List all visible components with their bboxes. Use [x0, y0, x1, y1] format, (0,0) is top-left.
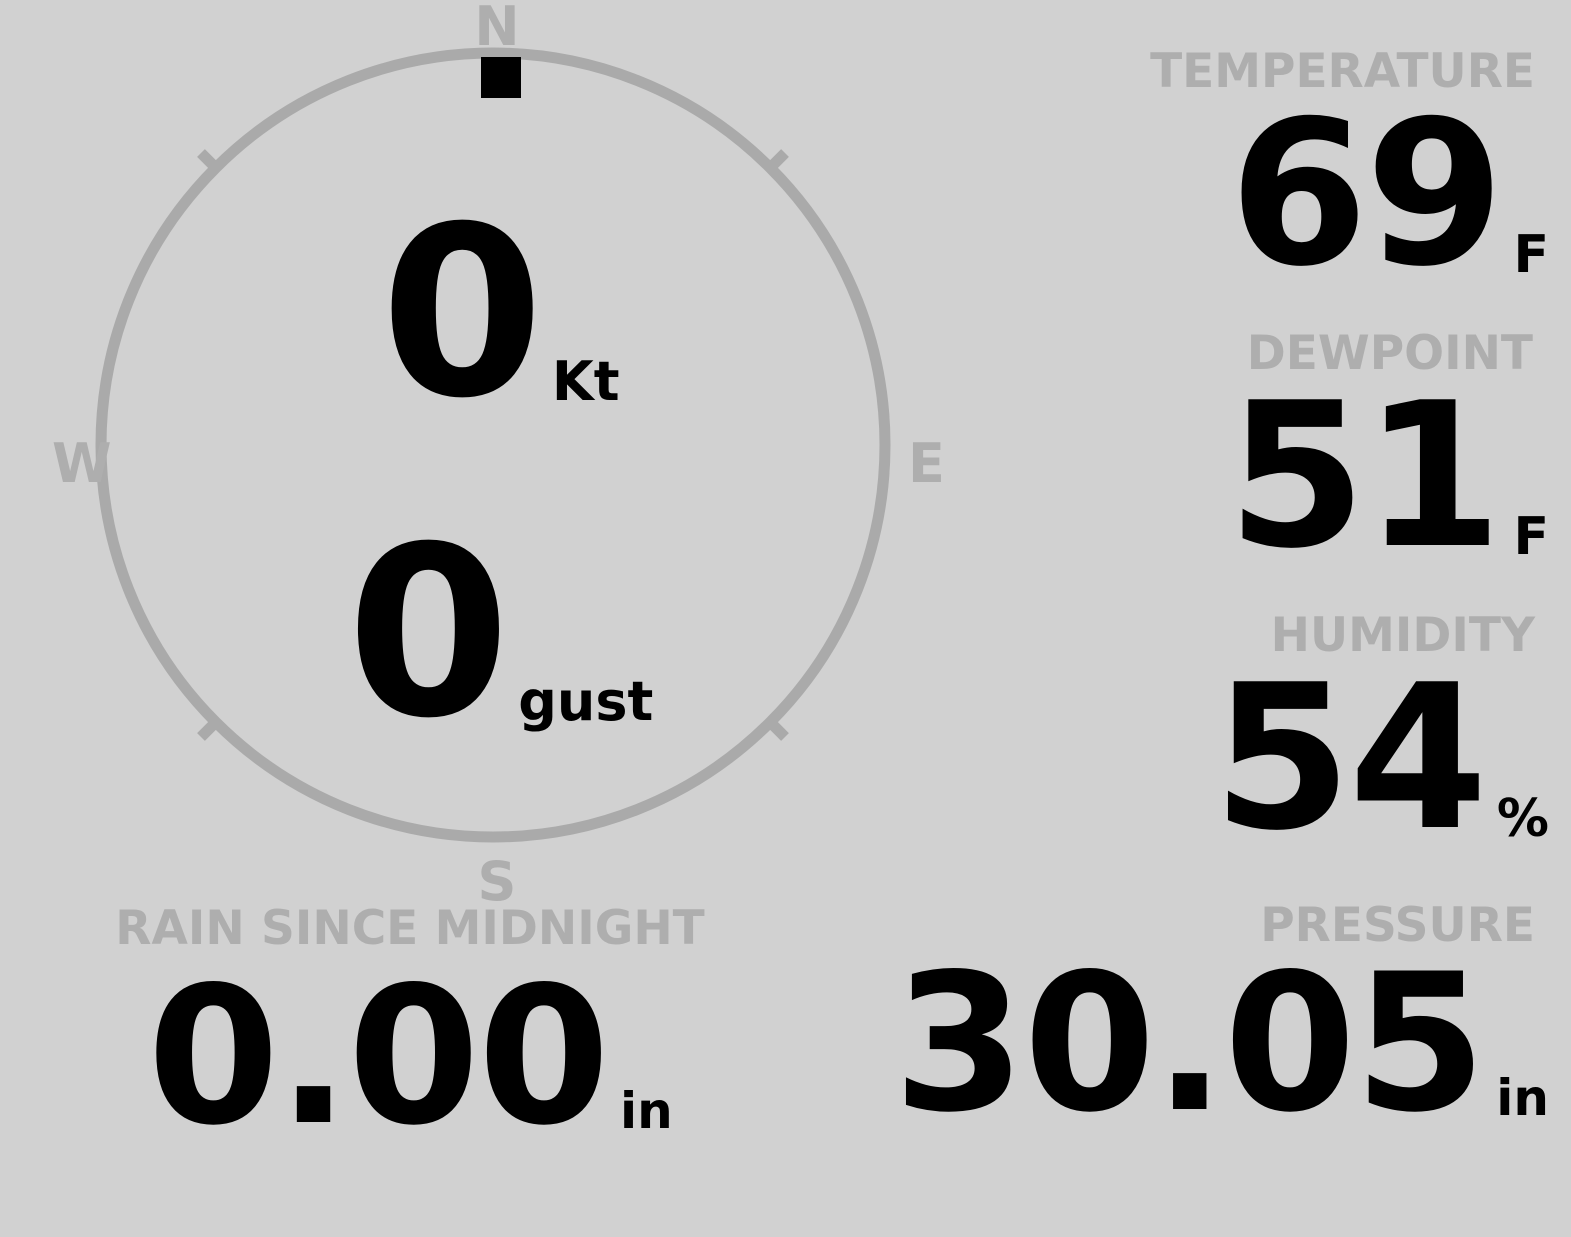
rain-label: RAIN SINCE MIDNIGHT — [115, 901, 705, 956]
pressure-label: PRESSURE — [1260, 898, 1535, 953]
humidity-value-row: 54 % — [1213, 659, 1549, 859]
humidity-label: HUMIDITY — [1270, 608, 1535, 663]
humidity-unit: % — [1496, 789, 1549, 849]
temperature-value: 69 — [1229, 78, 1504, 311]
humidity-value: 54 — [1212, 642, 1488, 875]
wind-gust-readout: 0 gust — [0, 516, 1000, 751]
wind-speed-value: 0 — [380, 177, 544, 450]
rain-unit: in — [620, 1082, 673, 1140]
dewpoint-label: DEWPOINT — [1246, 326, 1533, 381]
rain-readout: RAIN SINCE MIDNIGHT 0.00 in — [0, 905, 820, 1152]
humidity-readout: HUMIDITY 54 % — [1213, 612, 1549, 859]
wind-speed-readout: 0 Kt — [0, 196, 1000, 431]
pressure-value: 30.05 — [893, 933, 1486, 1154]
dewpoint-unit: F — [1513, 507, 1549, 567]
wind-speed-unit: Kt — [551, 350, 620, 413]
rain-value-row: 0.00 in — [0, 962, 820, 1152]
temperature-label: TEMPERATURE — [1150, 44, 1535, 99]
compass-dial — [93, 45, 893, 845]
compass-label-north: N — [474, 0, 520, 58]
temperature-unit: F — [1513, 225, 1549, 285]
temperature-value-row: 69 F — [1150, 95, 1549, 295]
compass-label-west: W — [52, 432, 112, 495]
wind-direction-marker — [481, 57, 521, 98]
dewpoint-value: 51 — [1227, 360, 1502, 593]
pressure-value-row: 30.05 in — [893, 949, 1549, 1139]
wind-gust-value: 0 — [346, 497, 511, 770]
rain-value: 0.00 — [147, 946, 610, 1167]
dewpoint-readout: DEWPOINT 51 F — [1227, 330, 1549, 577]
wind-compass-panel: N S W E 0 Kt 0 gust — [0, 0, 1000, 920]
compass-label-east: E — [908, 432, 945, 495]
dewpoint-value-row: 51 F — [1227, 377, 1549, 577]
compass-label-south: S — [477, 850, 517, 913]
pressure-readout: PRESSURE 30.05 in — [893, 902, 1549, 1139]
pressure-unit: in — [1496, 1069, 1549, 1127]
temperature-readout: TEMPERATURE 69 F — [1150, 48, 1549, 295]
wind-gust-unit: gust — [518, 670, 654, 733]
